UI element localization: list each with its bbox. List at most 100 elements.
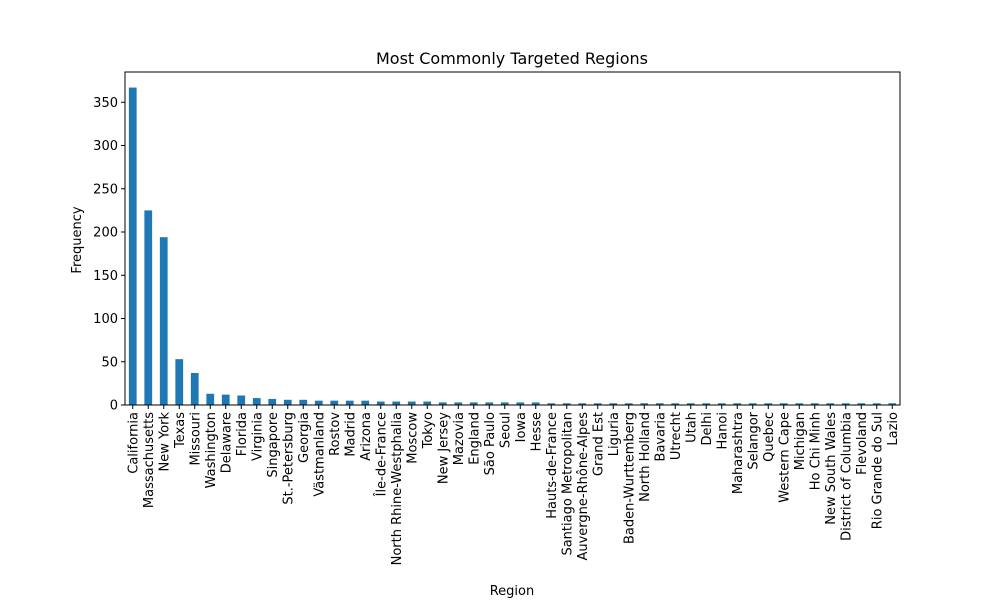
bar-madrid — [345, 400, 354, 405]
x-axis-title: Region — [490, 584, 535, 599]
x-tick-label: Hanoi — [715, 412, 730, 450]
chart-title: Most Commonly Targeted Regions — [376, 49, 648, 68]
x-tick-label: Tokyo — [421, 412, 436, 449]
x-tick-label: Selangor — [746, 411, 761, 469]
x-tick-label: Hauts-de-France — [545, 412, 560, 519]
bar-auvergne-rh-ne-alpes — [578, 403, 587, 405]
x-tick-label: Rostov — [328, 412, 343, 456]
bar-rostov — [330, 400, 339, 405]
x-tick-label: North Rhine-Westphalia — [390, 412, 405, 565]
x-tick-label: Arizona — [359, 412, 374, 461]
x-tick-label: Massachusetts — [142, 412, 157, 508]
x-tick-label: New South Wales — [824, 412, 839, 525]
bar-north-holland — [640, 403, 649, 405]
bar-missouri — [190, 372, 199, 405]
x-tick-label: Baden-Wurttemberg — [622, 412, 637, 544]
x-tick-label: Mazovia — [452, 412, 467, 465]
y-axis: 0 50 100 150 200 250 300 350 — [93, 96, 125, 414]
x-tick-label: Rio Grande do Sul — [870, 412, 885, 529]
y-tick-label: 350 — [93, 96, 118, 111]
bar-delhi — [702, 403, 711, 405]
bar-liguria — [609, 403, 618, 405]
y-tick-label: 200 — [93, 226, 118, 241]
x-tick-label: New York — [157, 412, 172, 472]
x-tick-label: District of Columbia — [839, 412, 854, 541]
y-tick-label: 50 — [101, 355, 118, 370]
x-tick-label: Moscow — [405, 412, 420, 464]
bar-moscow — [407, 401, 416, 405]
x-tick-label: Singapore — [266, 412, 281, 478]
x-tick-label: St.-Petersburg — [281, 412, 296, 505]
x-tick-label: Washington — [204, 412, 219, 488]
bar-tokyo — [423, 401, 432, 405]
bar-santiago-metropolitan — [562, 403, 571, 405]
x-tick-label: Hesse — [529, 412, 544, 451]
x-tick-label: Västmanland — [312, 412, 327, 497]
bar-arizona — [361, 400, 370, 405]
y-tick-label: 100 — [93, 312, 118, 327]
x-tick-label: Utah — [684, 412, 699, 443]
bar-st-petersburg — [283, 399, 292, 405]
x-tick-label: Virginia — [250, 412, 265, 461]
bar-mazovia — [454, 402, 463, 405]
y-tick-label: 300 — [93, 139, 118, 154]
x-tick-label: Quebec — [762, 412, 777, 462]
bar-quebec — [764, 403, 773, 405]
bar-england — [469, 402, 478, 405]
bar-seoul — [500, 402, 509, 405]
x-tick-label: Maharashtra — [731, 412, 746, 494]
bar-virginia — [252, 398, 261, 405]
x-tick-label: Auvergne-Rhône-Alpes — [576, 412, 591, 561]
bar-ho-chi-minh — [810, 403, 819, 405]
bar-hanoi — [717, 403, 726, 405]
plot-frame — [124, 71, 901, 406]
y-tick-label: 0 — [110, 399, 118, 414]
bar-utah — [686, 403, 695, 405]
x-tick-label: Florida — [235, 412, 250, 456]
x-tick-label: Île-de-France — [373, 412, 389, 497]
bar-maharashtra — [733, 403, 742, 405]
bar-selangor — [748, 403, 757, 405]
bar-singapore — [268, 398, 277, 405]
bars-group — [128, 87, 897, 405]
x-tick-label: São Paulo — [483, 412, 498, 475]
x-tick-label: Lazio — [886, 412, 901, 446]
bar-delaware — [221, 394, 230, 405]
x-tick-label: Ho Chi Minh — [808, 412, 823, 490]
bar-georgia — [299, 399, 308, 405]
bar-western-cape — [779, 403, 788, 405]
bar-s-o-paulo — [485, 402, 494, 405]
x-tick-label: Delaware — [219, 412, 234, 473]
x-tick-label: Madrid — [343, 412, 358, 457]
x-tick-label: Delhi — [700, 412, 715, 445]
x-tick-label: Santiago Metropolitan — [560, 412, 575, 556]
bar-flevoland — [857, 403, 866, 405]
bar-florida — [237, 395, 246, 405]
x-tick-label: England — [467, 412, 482, 465]
x-tick-label: Bavaria — [653, 412, 668, 461]
bar-iowa — [516, 402, 525, 405]
bar-washington — [206, 393, 215, 405]
bar-bavaria — [655, 403, 664, 405]
bar-grand-est — [593, 403, 602, 405]
x-tick-label: Texas — [173, 412, 188, 449]
y-tick-label: 150 — [93, 269, 118, 284]
x-tick-label: Missouri — [188, 412, 203, 466]
bar-v-stmanland — [314, 400, 323, 405]
x-tick-label: Iowa — [514, 412, 529, 442]
bar-new-south-wales — [826, 403, 835, 405]
bar-michigan — [795, 403, 804, 405]
x-tick-label: Georgia — [297, 412, 312, 463]
bar-district-of-columbia — [841, 403, 850, 405]
bar-north-rhine-westphalia — [392, 401, 401, 405]
bar-california — [128, 87, 137, 405]
x-tick-label: Seoul — [498, 412, 513, 448]
y-axis-title: Frequency — [70, 206, 85, 273]
x-tick-label: California — [126, 412, 141, 474]
bar-massachusetts — [144, 210, 153, 405]
x-tick-label: Michigan — [793, 412, 808, 470]
bar-baden-wurttemberg — [624, 403, 633, 405]
x-axis: California Massachusetts New York Texas Miss… — [126, 405, 901, 565]
bar-texas — [175, 359, 184, 405]
x-tick-label: Western Cape — [777, 412, 792, 503]
